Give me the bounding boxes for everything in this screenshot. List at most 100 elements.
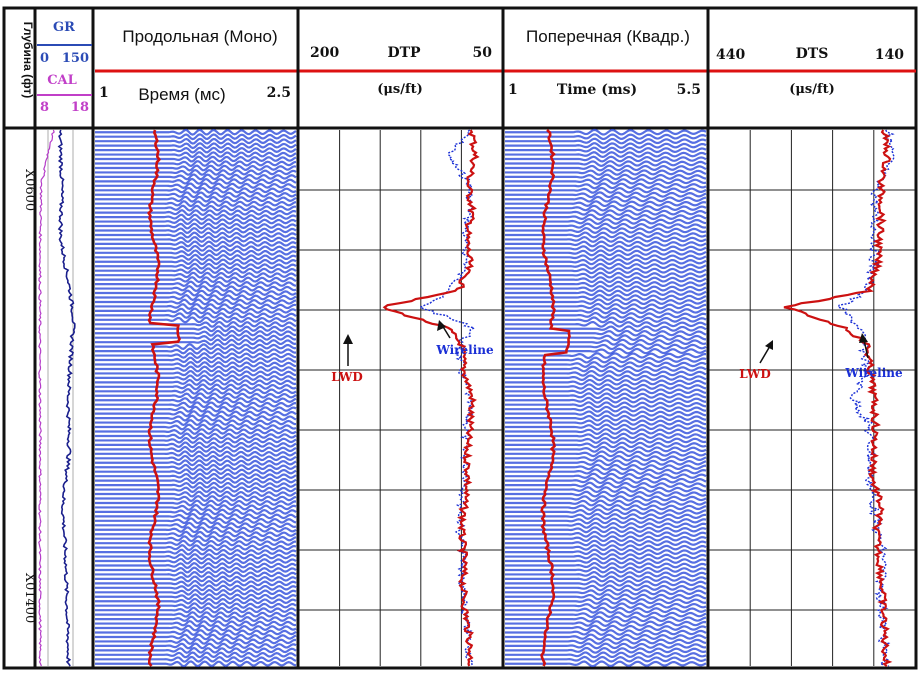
dts-axis-right: 140 xyxy=(875,47,904,63)
quad-waveforms xyxy=(505,128,707,667)
quad-trace-104 xyxy=(505,593,707,601)
quad-axis-label: Time (ms) xyxy=(557,82,637,98)
mono-trace-89 xyxy=(95,526,297,534)
mono-trace-80 xyxy=(95,486,297,494)
mono-trace-105 xyxy=(95,597,297,605)
quad-trace-108 xyxy=(505,611,707,619)
quad-trace-32 xyxy=(505,271,707,279)
mono-trace-45 xyxy=(95,329,297,337)
mono-waveforms xyxy=(95,128,297,667)
mono-trace-85 xyxy=(95,508,297,516)
quad-trace-45 xyxy=(505,329,707,337)
log-curves xyxy=(38,129,895,667)
quad-trace-84 xyxy=(505,504,707,511)
gr-cal-header: GR 0 150 CAL 8 18 xyxy=(37,20,92,115)
quad-trace-116 xyxy=(505,646,707,654)
mono-trace-19 xyxy=(95,213,297,221)
mono-trace-82 xyxy=(95,495,297,503)
mono-trace-49 xyxy=(95,347,297,355)
quad-trace-16 xyxy=(505,200,707,208)
quad-title: Поперечная (Квадр.) xyxy=(526,27,690,46)
mono-trace-42 xyxy=(95,316,297,324)
mono-trace-24 xyxy=(95,236,297,243)
mono-trace-20 xyxy=(95,218,297,226)
quad-trace-3 xyxy=(505,142,707,150)
quad-trace-39 xyxy=(505,302,707,310)
quad-trace-35 xyxy=(505,285,707,292)
mono-trace-29 xyxy=(95,258,297,266)
quad-trace-71 xyxy=(505,445,707,453)
mono-trace-117 xyxy=(95,651,297,659)
mono-trace-51 xyxy=(95,356,297,364)
quad-trace-73 xyxy=(505,454,707,462)
mono-trace-12 xyxy=(95,182,297,190)
mono-trace-21 xyxy=(95,222,297,230)
dtp-lwd-arrow-icon xyxy=(343,334,353,344)
quad-trace-100 xyxy=(505,575,707,583)
quad-trace-10 xyxy=(505,173,707,181)
mono-trace-86 xyxy=(95,512,297,520)
mono-trace-35 xyxy=(95,285,297,292)
quad-trace-80 xyxy=(505,486,707,494)
dtp-axis-label: DTP xyxy=(387,45,421,61)
dtp-axis-left: 200 xyxy=(310,45,339,61)
mono-trace-111 xyxy=(95,624,297,632)
quad-trace-86 xyxy=(505,512,707,520)
mono-trace-37 xyxy=(95,294,297,301)
mono-trace-47 xyxy=(95,338,297,346)
quad-trace-111 xyxy=(505,624,707,632)
mono-trace-33 xyxy=(95,276,297,284)
quad-trace-89 xyxy=(505,526,707,534)
quad-trace-96 xyxy=(505,557,707,565)
mono-trace-103 xyxy=(95,588,297,596)
quad-trace-97 xyxy=(505,562,707,569)
quad-trace-64 xyxy=(505,414,707,422)
quad-trace-6 xyxy=(505,155,707,163)
gr-min: 0 xyxy=(40,51,49,66)
quad-trace-76 xyxy=(505,468,707,476)
quad-trace-7 xyxy=(505,160,707,167)
quad-trace-15 xyxy=(505,195,707,203)
mono-trace-97 xyxy=(95,562,297,569)
quad-trace-101 xyxy=(505,580,707,587)
mono-trace-66 xyxy=(95,423,297,431)
quad-trace-95 xyxy=(505,553,707,560)
mono-trace-64 xyxy=(95,414,297,422)
quad-trace-8 xyxy=(505,164,707,172)
mono-trace-81 xyxy=(95,490,297,498)
mono-trace-32 xyxy=(95,271,297,279)
dtp-lwd-label: LWD xyxy=(331,370,363,384)
quad-trace-74 xyxy=(505,459,707,467)
mono-trace-87 xyxy=(95,517,297,525)
quad-trace-107 xyxy=(505,606,707,614)
quad-trace-103 xyxy=(505,588,707,596)
quad-trace-66 xyxy=(505,423,707,431)
quad-trace-19 xyxy=(505,213,707,221)
mono-trace-104 xyxy=(95,593,297,601)
mono-trace-114 xyxy=(95,637,297,645)
mono-trace-18 xyxy=(95,209,297,217)
cal-label: CAL xyxy=(47,73,77,88)
dts-lwd-label: LWD xyxy=(739,367,771,381)
mono-trace-57 xyxy=(95,383,297,391)
cal-max: 18 xyxy=(71,100,89,115)
gr-curve xyxy=(57,129,76,667)
mono-trace-41 xyxy=(95,311,297,319)
mono-trace-118 xyxy=(95,655,297,663)
quad-axis-min: 1 xyxy=(508,82,518,98)
dtp-wireline-arrow-icon xyxy=(437,320,446,331)
quad-trace-79 xyxy=(505,481,707,489)
dtp-lwd-curve xyxy=(382,129,480,667)
quad-trace-91 xyxy=(505,535,707,543)
mono-trace-79 xyxy=(95,481,297,489)
mono-trace-10 xyxy=(95,173,297,181)
gr-label: GR xyxy=(53,20,75,35)
mono-axis-label: Время (мс) xyxy=(138,85,225,104)
mono-trace-6 xyxy=(95,155,297,163)
mono-trace-7 xyxy=(95,160,297,168)
quad-trace-33 xyxy=(505,276,707,284)
mono-trace-76 xyxy=(95,468,297,476)
quad-trace-38 xyxy=(505,298,707,306)
mono-trace-93 xyxy=(95,544,297,552)
depth-tick-x0600: X0600 xyxy=(22,169,37,211)
